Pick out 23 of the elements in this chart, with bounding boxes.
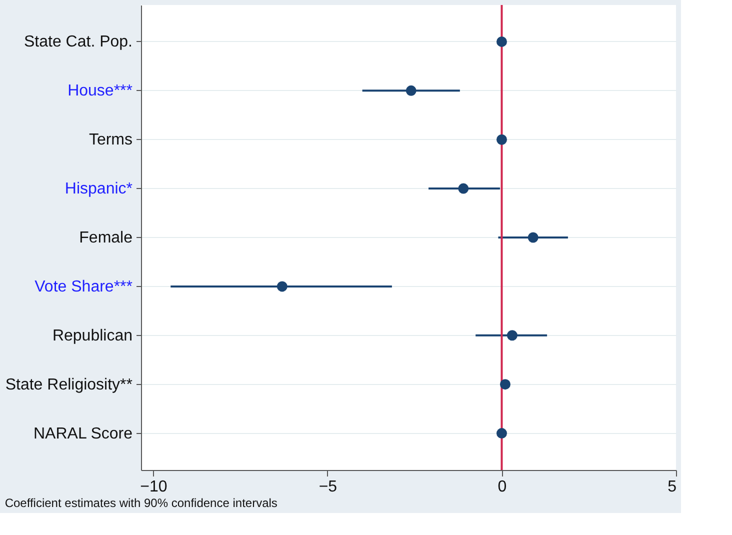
point [500,379,510,390]
x-tick-label: 0 [498,478,507,496]
y-tick-label: Republican [52,327,132,344]
y-tick-label: State Cat. Pop. [24,34,132,51]
point [496,36,507,47]
point [506,330,518,341]
x-tick-label: −10 [140,478,168,496]
y-tick-label: NARAL Score [34,425,133,442]
y-tick-label: House*** [68,82,132,100]
point [458,183,469,194]
x-tick-label: −5 [318,478,338,496]
x-tick-label: 5 [668,478,677,496]
y-tick-label: Hispanic* [64,180,132,198]
y-tick-label: State Religiosity** [5,376,132,394]
y-tick-label: Terms [88,132,132,149]
point [528,232,538,243]
point [496,134,507,145]
point [276,281,288,292]
point [496,428,507,439]
text: Coefficient estimates with 90% confidence intervals [4,496,278,510]
y-tick-label: Vote Share*** [34,278,132,296]
y-tick-label: Female [79,230,133,246]
point [406,85,416,96]
